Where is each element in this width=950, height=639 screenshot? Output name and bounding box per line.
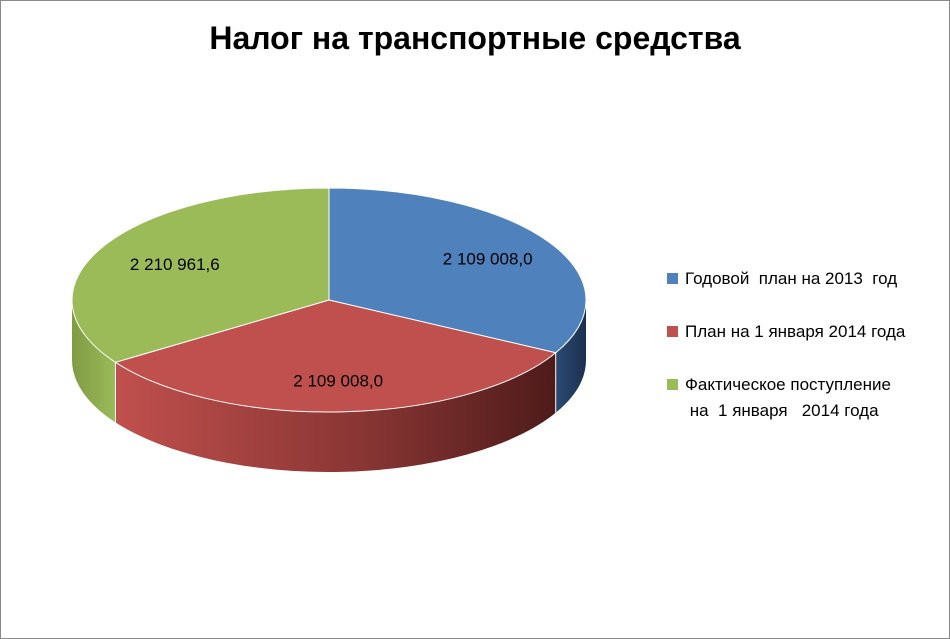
data-label: 2 109 008,0	[293, 372, 383, 391]
data-label: 2 210 961,6	[130, 255, 220, 274]
legend: Годовой план на 2013 год План на 1 январ…	[667, 266, 947, 451]
pie-slice	[71, 187, 330, 363]
legend-label: Годовой план на 2013 год	[685, 269, 898, 288]
legend-swatch	[667, 379, 678, 390]
legend-label: Фактическое поступление на 1 января 2014…	[685, 375, 891, 420]
legend-swatch	[667, 273, 678, 284]
chart-title: Налог на транспортные средства	[209, 20, 741, 56]
pie-slice-side	[555, 300, 586, 413]
data-label: 2 109 008,0	[443, 250, 533, 269]
legend-label: План на 1 января 2014 года	[685, 322, 906, 341]
pie-slice	[114, 299, 557, 413]
legend-item: Фактическое поступление на 1 января 2014…	[667, 372, 947, 424]
legend-item: Годовой план на 2013 год	[667, 266, 947, 292]
legend-swatch	[667, 326, 678, 337]
pie-slice	[328, 187, 587, 354]
pie-slice-side	[72, 300, 116, 423]
legend-item: План на 1 января 2014 года	[667, 319, 947, 345]
